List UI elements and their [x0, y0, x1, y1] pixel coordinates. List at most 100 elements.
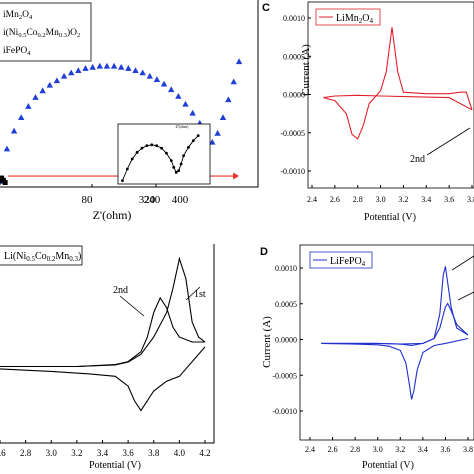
x-tick-label: 4.2: [199, 448, 210, 458]
panel-c-plot: [323, 27, 473, 140]
inset-point: [174, 170, 178, 174]
eis-point-ncm: [39, 87, 46, 94]
panel-b-xticks: 2.6 2.8 3.0 3.2 3.4 3.6 3.8 4.0 4.2: [0, 440, 211, 458]
inset-point: [145, 144, 149, 148]
y-tick-label: 0.0000: [275, 336, 297, 345]
panel-d-xticks: 2.4 2.6 2.8 3.0 3.2 3.4 3.6 3.8: [305, 437, 473, 454]
eis-point-ncm: [235, 58, 243, 65]
x-tick-label: 2.6: [328, 445, 338, 454]
eis-point-ncm: [225, 96, 232, 103]
panel-c-legend: [315, 8, 381, 26]
panel-b-leader-1st: [185, 286, 201, 301]
panel-a-xtick: 240: [144, 194, 161, 206]
x-tick-label: 2.4: [307, 195, 317, 204]
panel-b-legend: [0, 245, 83, 266]
cv-curve-ncm-1: [0, 296, 205, 368]
panel-b: 2.6 2.8 3.0 3.2 3.4 3.6 3.8 4.0 4.2 Potential (V…: [0, 244, 215, 471]
y-tick-label: 0.0010: [275, 264, 297, 273]
x-tick-label: 2.6: [330, 195, 340, 204]
eis-point-ncm: [46, 81, 53, 88]
eis-point-lfp: [2, 180, 8, 186]
x-tick-label: 3.8: [463, 445, 473, 454]
eis-point-ncm: [139, 69, 146, 76]
x-tick-label: 3.4: [421, 195, 431, 204]
eis-point-ncm: [10, 127, 18, 134]
inset-point: [135, 150, 139, 154]
cv-curve-lifepo4-1: [321, 302, 469, 345]
panel-d-ylabel: Current (A): [261, 316, 273, 368]
panel-c-frame: [307, 1, 474, 189]
panel-c-ylabel: Current (A): [300, 44, 312, 96]
x-tick-label: 3.0: [46, 448, 58, 458]
eis-point-ncm: [25, 103, 32, 109]
x-tick-label: 3.2: [398, 195, 408, 204]
panel-a-plot: [0, 58, 243, 186]
eis-point-ncm: [118, 63, 125, 70]
panel-a-xlabel: Z'(ohm): [93, 208, 132, 222]
panel-c-annotation-leader: [426, 127, 471, 156]
red-arrow-head: [233, 172, 240, 180]
eis-point-ncm: [219, 114, 227, 121]
eis-point-ncm: [53, 77, 61, 84]
panel-d-legend-label: LiFePO4: [330, 256, 366, 268]
x-tick-label: 2.8: [350, 445, 360, 454]
panel-b-legend-label: Li(Ni0.5Co0.2Mn0.3): [4, 251, 81, 263]
x-tick-label: 3.6: [123, 448, 135, 458]
panel-b-leader-2nd: [119, 295, 145, 317]
x-tick-label: 3.4: [97, 448, 109, 458]
inset-point: [150, 143, 154, 147]
legend-a-entry-2: i(Ni0.5Co0.2Mn0.3)O2: [3, 27, 80, 39]
inset-point: [196, 134, 200, 138]
x-tick-label: 3.4: [418, 445, 428, 454]
eis-point-ncm: [153, 76, 161, 82]
panel-c-letter: C: [262, 2, 270, 14]
inset-point: [130, 157, 134, 161]
eis-point-ncm: [146, 72, 153, 79]
y-tick-label: -0.0010: [272, 407, 297, 416]
eis-point-ncm: [189, 109, 196, 116]
eis-point-ncm: [89, 63, 96, 70]
inset-xtick-label: 320: [139, 194, 156, 206]
panel-c-legend-label: LiMn2O4: [336, 13, 374, 25]
eis-point-ncm: [32, 94, 39, 100]
inset-point: [140, 146, 144, 150]
x-tick-label: 2.8: [20, 448, 32, 458]
panel-a-inset-plot: 320 400 Z'(ohm): [121, 124, 200, 206]
eis-point-ncm: [209, 138, 216, 145]
panel-c-xticks: 2.4 2.6 2.8 3.0 3.2 3.4 3.6 3.8: [307, 185, 474, 204]
inset-point: [182, 154, 185, 158]
panel-b-annotation-1st: 1st: [194, 289, 206, 300]
inset-point: [121, 179, 124, 183]
eis-point-ncm: [82, 65, 89, 71]
eis-point-ncm: [18, 114, 25, 121]
eis-point-ncm: [96, 62, 103, 69]
x-tick-label: 2.4: [305, 445, 315, 454]
x-tick-label: 3.0: [373, 445, 383, 454]
y-tick-label: -0.0005: [280, 129, 305, 138]
cv-curve-ncm-0: [0, 256, 206, 368]
eis-point-ncm: [103, 62, 111, 69]
panel-a-axes: [0, 0, 259, 188]
inset-xlabel: Z'(ohm): [176, 124, 190, 129]
panel-d-letter: D: [260, 246, 268, 258]
inset-point: [160, 146, 163, 150]
inset-point: [187, 145, 190, 149]
eis-point-ncm: [182, 100, 189, 107]
eis-point-ncm: [175, 92, 182, 99]
x-tick-label: 3.8: [148, 448, 160, 458]
inset-point: [191, 139, 195, 143]
inset-point: [155, 144, 159, 148]
y-tick-label: 0.0005: [283, 52, 305, 61]
cv-curve-lifepo4-2: [321, 337, 469, 400]
x-tick-label: 3.2: [395, 445, 405, 454]
inset-point: [169, 159, 173, 163]
x-tick-label: 3.6: [444, 195, 454, 204]
inset-point: [177, 169, 181, 173]
panel-d-leader-2: [457, 291, 474, 301]
x-tick-label: 3.0: [376, 195, 386, 204]
cv-curve-limn2o4: [323, 27, 473, 140]
y-tick-label: -0.0005: [272, 371, 297, 380]
cv-curve-limn2o4-return: [323, 94, 473, 111]
